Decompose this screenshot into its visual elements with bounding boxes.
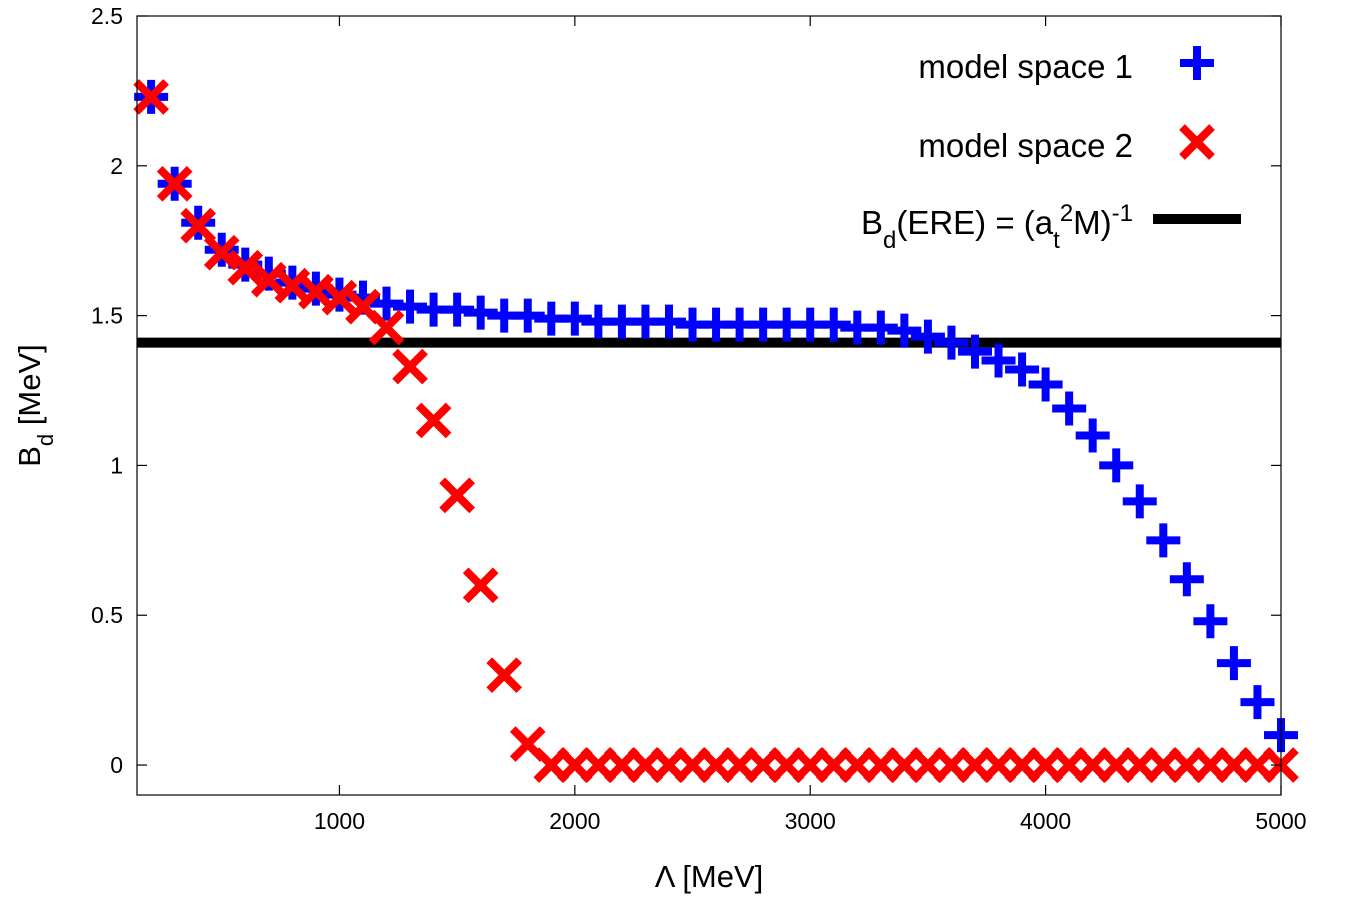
data-point xyxy=(1169,562,1204,597)
data-point xyxy=(1028,367,1063,402)
data-point xyxy=(934,325,969,360)
data-point xyxy=(1122,484,1157,519)
data-point xyxy=(415,402,452,439)
x-tick-label: 3000 xyxy=(785,808,836,834)
legend-ref-d: t xyxy=(1053,227,1060,254)
x-tick-label: 5000 xyxy=(1255,808,1306,834)
tick-labels-layer: 1000 2000 3000 4000 5000 0 0.5 1 1.5 2 2.5 xyxy=(91,3,1307,834)
x-tick-label: 1000 xyxy=(314,808,365,834)
data-point xyxy=(887,313,922,348)
y-tick-label: 0.5 xyxy=(91,602,123,628)
legend-label-model-space-2: model space 2 xyxy=(918,127,1133,164)
data-point xyxy=(957,334,992,369)
y-axis-title-main: B xyxy=(12,446,47,467)
data-point xyxy=(133,79,169,115)
data-point xyxy=(368,309,405,346)
y-tick-label: 1 xyxy=(110,452,123,478)
x-tick-label: 2000 xyxy=(549,808,600,834)
legend-ref-b: d xyxy=(883,227,896,254)
legend-ref-f: M) xyxy=(1073,204,1111,241)
data-point xyxy=(910,319,945,354)
y-tick-label: 0 xyxy=(110,752,123,778)
data-point xyxy=(227,249,264,286)
legend-ref-a: B xyxy=(861,204,883,241)
legend-label-reference-line: Bd(ERE) = (at2M)-1 xyxy=(861,200,1133,254)
data-point xyxy=(981,343,1016,378)
data-point xyxy=(203,234,240,271)
y-axis-title-rest: [MeV] xyxy=(12,344,47,434)
y-axis-title-sub: d xyxy=(33,434,58,446)
legend-ref-e: 2 xyxy=(1060,200,1073,227)
series-2 xyxy=(133,79,1299,783)
plot-frame xyxy=(136,15,1282,796)
data-point xyxy=(439,477,475,514)
data-point xyxy=(1240,685,1275,720)
legend-marker-cross xyxy=(1179,124,1215,160)
data-point xyxy=(486,657,523,693)
legend: model space 1 model space 2 Bd(ERE) = (a… xyxy=(861,46,1241,254)
data-point xyxy=(1005,352,1040,387)
data-point xyxy=(1146,523,1181,558)
y-tick-label: 2.5 xyxy=(91,3,123,29)
data-point xyxy=(180,207,217,244)
y-tick-label: 2 xyxy=(110,153,123,179)
y-tick-label: 1.5 xyxy=(91,303,123,329)
y-axis-title: Bd [MeV] xyxy=(12,344,58,467)
data-point xyxy=(1052,391,1087,426)
legend-ref-g: -1 xyxy=(1112,200,1133,227)
legend-marker-plus xyxy=(1180,46,1214,80)
ticks-layer xyxy=(137,15,1282,795)
data-point xyxy=(321,279,358,316)
x-axis-title: Λ [MeV] xyxy=(655,859,764,894)
series-layer xyxy=(133,79,1299,783)
legend-ref-c: (ERE) = (a xyxy=(896,204,1053,241)
series-1 xyxy=(134,79,1298,753)
data-point xyxy=(1099,448,1134,483)
data-point xyxy=(1075,418,1110,453)
data-point xyxy=(1216,646,1251,681)
legend-label-model-space-1: model space 1 xyxy=(918,48,1133,85)
data-point xyxy=(392,348,428,385)
data-point xyxy=(1193,604,1228,639)
data-point xyxy=(156,165,193,202)
x-tick-label: 4000 xyxy=(1020,808,1071,834)
data-point xyxy=(462,567,499,604)
